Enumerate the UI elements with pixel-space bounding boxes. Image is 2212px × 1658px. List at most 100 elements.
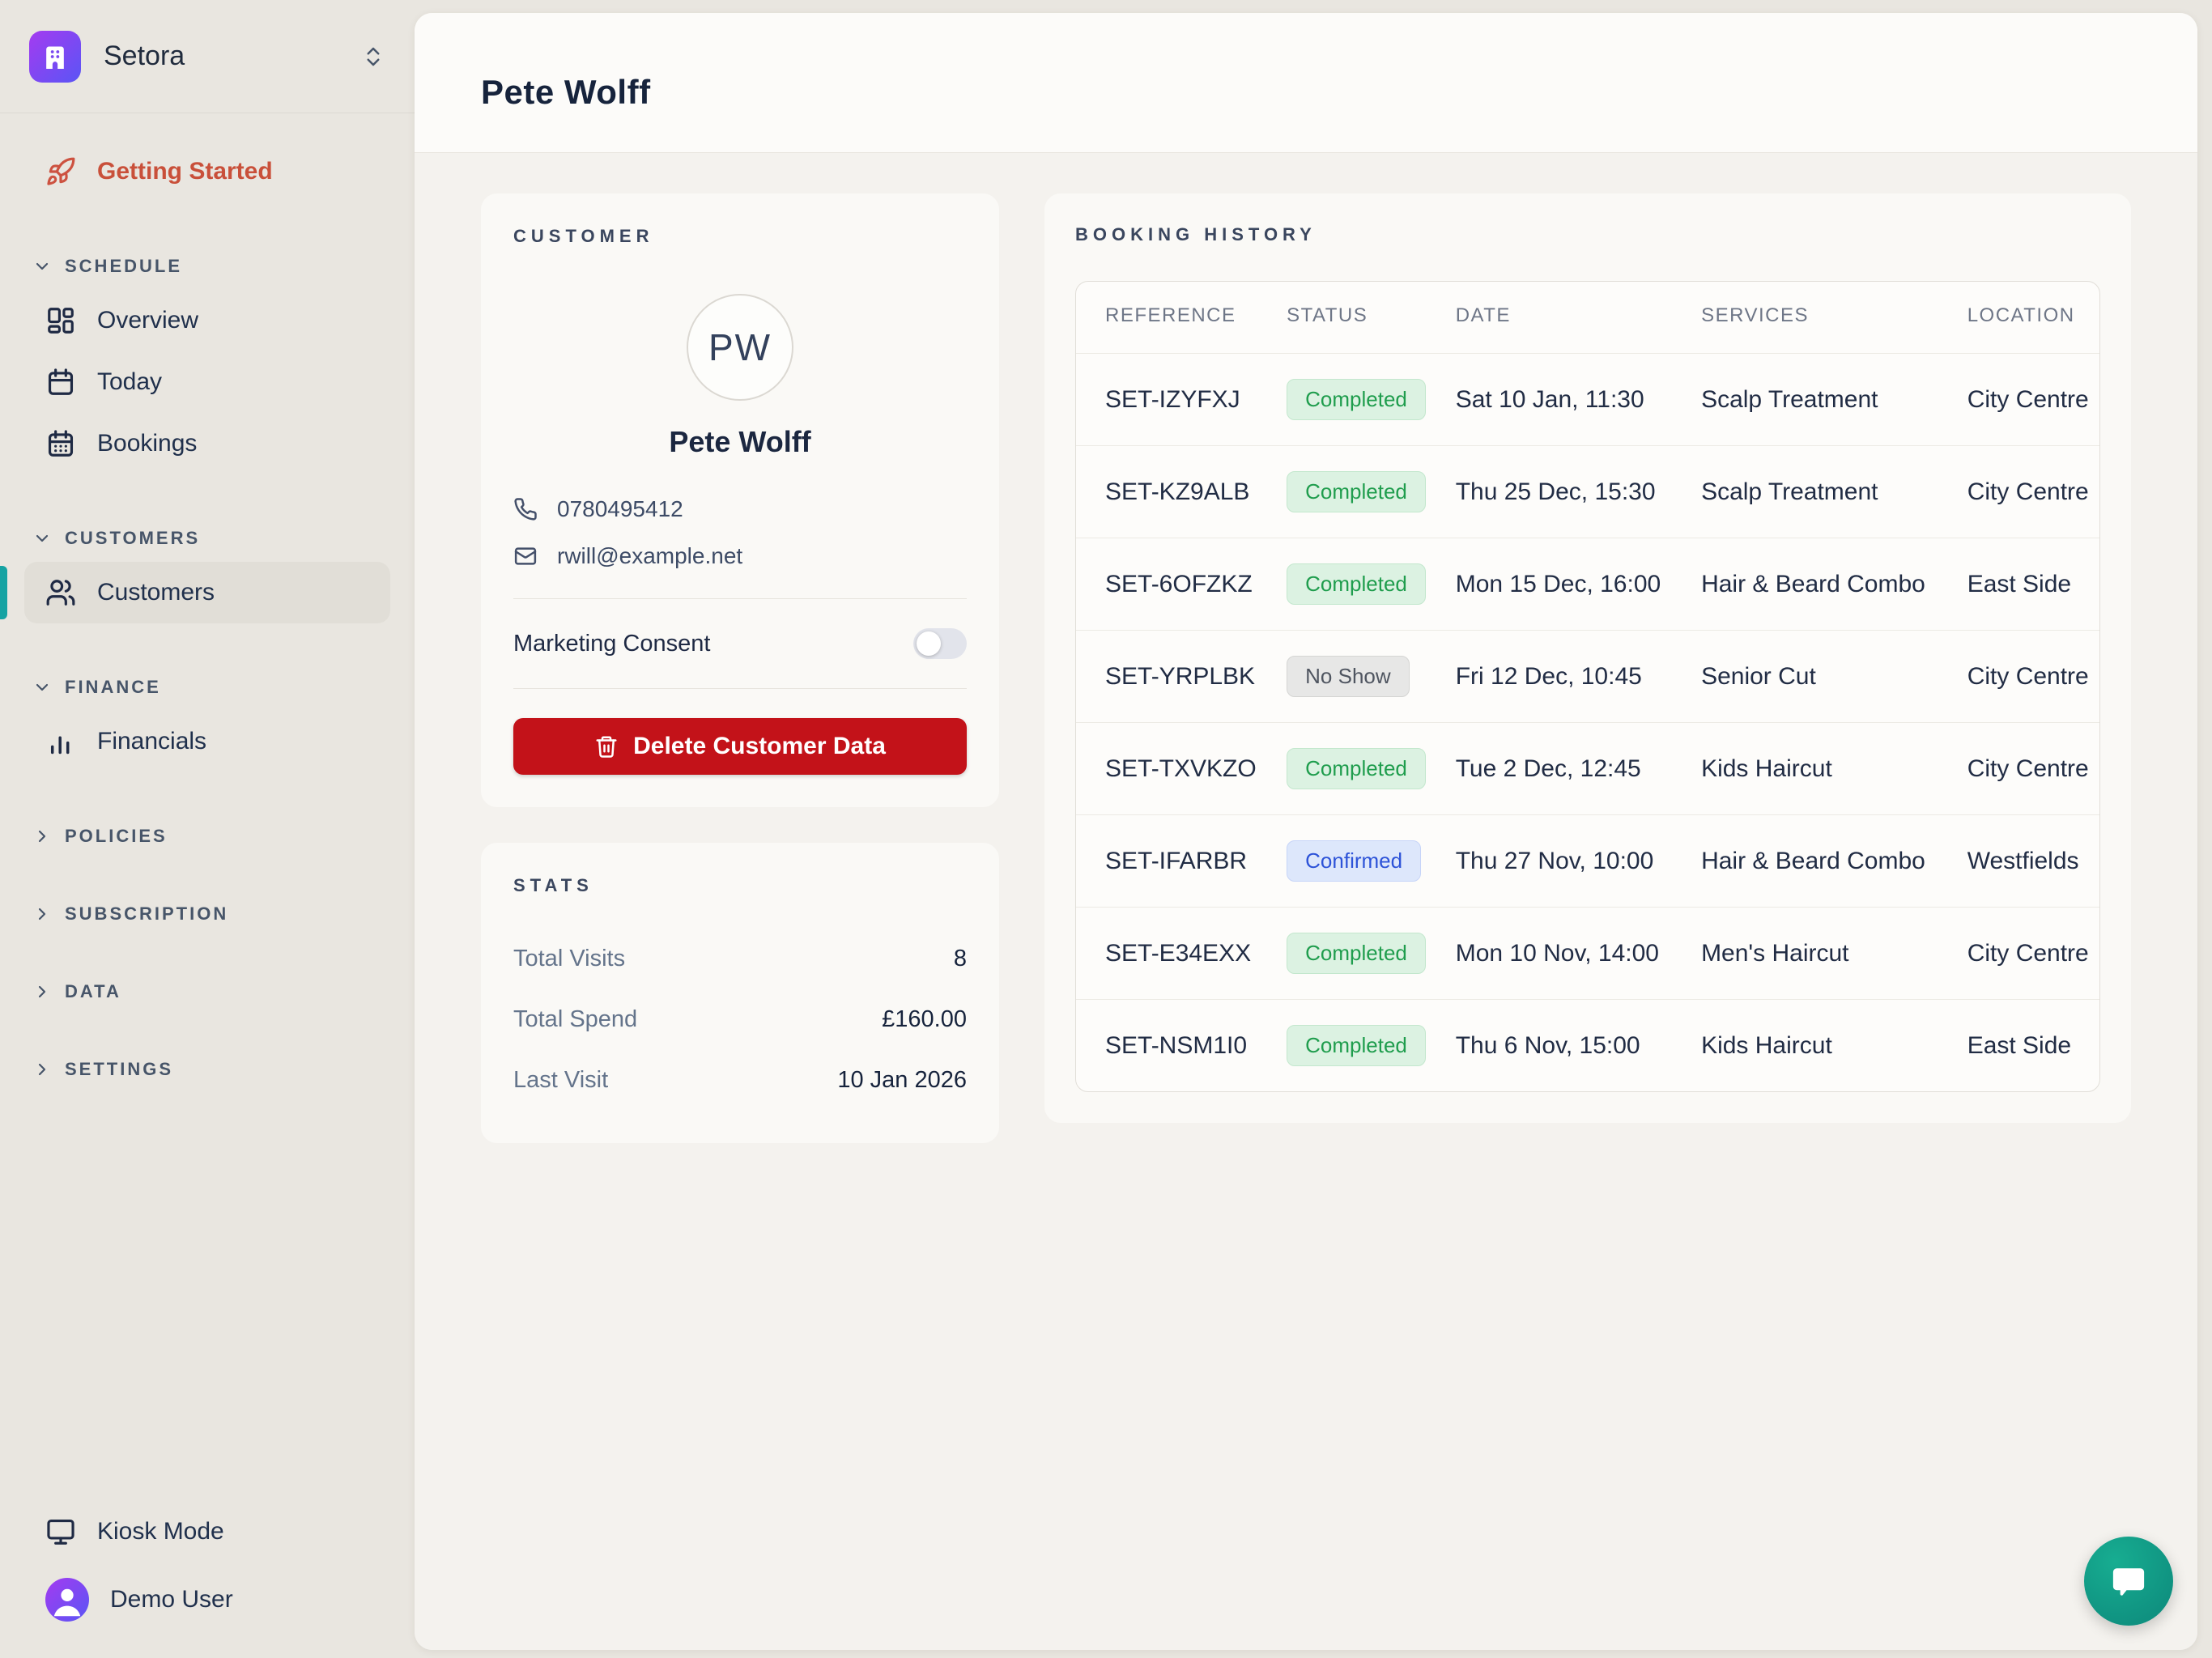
status-badge: Completed	[1287, 1025, 1426, 1066]
nav-section-schedule: SCHEDULE Overview Today	[24, 253, 390, 474]
sidebar-item-overview[interactable]: Overview	[24, 290, 390, 351]
user-menu[interactable]: Demo User	[24, 1562, 390, 1637]
booking-reference: SET-YRPLBK	[1105, 662, 1256, 690]
sidebar-item-financials[interactable]: Financials	[24, 711, 390, 772]
person-icon	[53, 1588, 81, 1617]
customer-section-label: CUSTOMER	[513, 226, 654, 246]
booking-reference: SET-IZYFXJ	[1105, 385, 1240, 413]
booking-services: Men's Haircut	[1701, 939, 1849, 967]
nav-section-subscription: SUBSCRIPTION	[24, 900, 390, 928]
booking-reference: SET-E34EXX	[1105, 939, 1252, 967]
main-panel: Pete Wolff CUSTOMER PW Pete Wolff	[415, 13, 2197, 1650]
marketing-consent-label: Marketing Consent	[513, 630, 711, 657]
monitor-icon	[47, 1519, 74, 1545]
status-badge: No Show	[1287, 656, 1410, 697]
sidebar-item-customers[interactable]: Customers	[0, 562, 390, 623]
stat-label: Last Visit	[513, 1067, 609, 1093]
page-header: Pete Wolff	[415, 13, 2197, 153]
table-row[interactable]: SET-6OFZKZ Completed Mon 15 Dec, 16:00 H…	[1076, 538, 2099, 631]
section-header-data[interactable]: DATA	[24, 978, 390, 1005]
section-label: DATA	[65, 981, 121, 1001]
brand-name: Setora	[104, 40, 185, 71]
booking-location: Westfields	[1967, 847, 2079, 874]
booking-location: City Centre	[1967, 939, 2089, 967]
booking-services: Senior Cut	[1701, 662, 1816, 690]
workspace-switcher[interactable]: Setora	[0, 0, 415, 113]
phone-icon	[514, 498, 537, 521]
booking-section-label: BOOKING HISTORY	[1075, 224, 1317, 244]
mail-icon	[514, 547, 537, 565]
sidebar-item-getting-started[interactable]: Getting Started	[24, 141, 390, 202]
customer-email: rwill@example.net	[557, 543, 743, 568]
table-row[interactable]: SET-E34EXX Completed Mon 10 Nov, 14:00 M…	[1076, 907, 2099, 1000]
booking-location: East Side	[1967, 570, 2072, 597]
chat-launcher-button[interactable]	[2084, 1537, 2173, 1626]
booking-location: City Centre	[1967, 662, 2089, 690]
chat-bubble-icon	[2112, 1568, 2145, 1596]
chevron-right-icon	[38, 830, 46, 843]
stat-label: Total Visits	[513, 946, 626, 971]
table-row[interactable]: SET-YRPLBK No Show Fri 12 Dec, 10:45 Sen…	[1076, 630, 2099, 723]
table-row[interactable]: SET-NSM1I0 Completed Thu 6 Nov, 15:00 Ki…	[1076, 999, 2099, 1092]
delete-customer-button[interactable]: Delete Customer Data	[513, 718, 967, 775]
sidebar-item-label: Bookings	[97, 430, 198, 457]
table-row[interactable]: SET-KZ9ALB Completed Thu 25 Dec, 15:30 S…	[1076, 445, 2099, 538]
booking-location: City Centre	[1967, 385, 2089, 413]
booking-reference: SET-KZ9ALB	[1105, 478, 1250, 505]
kiosk-mode-button[interactable]: Kiosk Mode	[24, 1501, 390, 1562]
sidebar-item-label: Kiosk Mode	[97, 1518, 224, 1545]
sidebar-item-label: Getting Started	[97, 158, 273, 185]
table-row[interactable]: SET-TXVKZO Completed Tue 2 Dec, 12:45 Ki…	[1076, 722, 2099, 815]
booking-date: Sat 10 Jan, 11:30	[1455, 385, 1644, 413]
customer-avatar: PW	[687, 294, 793, 401]
chevron-right-icon	[38, 1063, 46, 1076]
toggle-knob	[917, 631, 941, 656]
sidebar-item-label: Demo User	[110, 1586, 233, 1613]
chevron-right-icon	[38, 908, 46, 920]
column-header: DATE	[1455, 304, 1511, 326]
booking-location: City Centre	[1967, 755, 2089, 782]
email-row: rwill@example.net	[513, 543, 967, 569]
section-header-policies[interactable]: POLICIES	[24, 823, 390, 850]
section-header-subscription[interactable]: SUBSCRIPTION	[24, 900, 390, 928]
nav-section-settings: SETTINGS	[24, 1056, 390, 1083]
booking-location: East Side	[1967, 1031, 2072, 1059]
booking-services: Kids Haircut	[1701, 755, 1832, 782]
booking-date: Mon 10 Nov, 14:00	[1455, 939, 1659, 967]
booking-table-card: REFERENCE STATUS DATE SERVICES LOCATION SET-…	[1075, 281, 2100, 1092]
customer-card: CUSTOMER PW Pete Wolff 0780495412	[481, 193, 999, 807]
rocket-icon	[47, 157, 75, 185]
status-badge: Completed	[1287, 379, 1426, 420]
sidebar-item-label: Overview	[97, 307, 199, 334]
dashboard-icon	[48, 308, 74, 334]
section-header-finance[interactable]: FINANCE	[24, 674, 390, 701]
chevron-right-icon	[38, 985, 46, 998]
booking-services: Scalp Treatment	[1701, 385, 1878, 413]
stats-rows: Total Visits 8 Total Spend £160.00 Last …	[513, 929, 967, 1111]
booking-table-head: REFERENCE STATUS DATE SERVICES LOCATION	[1076, 282, 2099, 354]
delete-button-label: Delete Customer Data	[633, 733, 886, 759]
section-label: FINANCE	[65, 677, 161, 697]
calendar-days-icon	[48, 430, 74, 457]
status-badge: Completed	[1287, 933, 1426, 974]
section-header-settings[interactable]: SETTINGS	[24, 1056, 390, 1083]
column-header: STATUS	[1287, 304, 1368, 326]
table-row[interactable]: SET-IFARBR Confirmed Thu 27 Nov, 10:00 H…	[1076, 814, 2099, 908]
booking-history-card: BOOKING HISTORY REFERENCE STATUS DATE SERVI…	[1044, 193, 2131, 1123]
nav-section-customers: CUSTOMERS Customers	[0, 525, 390, 623]
status-badge: Completed	[1287, 563, 1426, 605]
table-row[interactable]: SET-IZYFXJ Completed Sat 10 Jan, 11:30 S…	[1076, 353, 2099, 446]
divider	[513, 688, 967, 689]
sidebar-item-label: Financials	[97, 728, 207, 755]
avatar	[45, 1578, 89, 1622]
calendar-icon	[48, 368, 74, 395]
booking-location: City Centre	[1967, 478, 2089, 505]
sidebar-item-bookings[interactable]: Bookings	[24, 413, 390, 474]
section-header-schedule[interactable]: SCHEDULE	[24, 253, 390, 280]
marketing-consent-toggle[interactable]	[913, 628, 967, 659]
sidebar-nav: Getting Started SCHEDULE Overview	[0, 113, 415, 1493]
building-icon	[46, 46, 64, 69]
booking-services: Scalp Treatment	[1701, 478, 1878, 505]
sidebar-item-today[interactable]: Today	[24, 351, 390, 413]
section-header-customers[interactable]: CUSTOMERS	[24, 525, 390, 552]
